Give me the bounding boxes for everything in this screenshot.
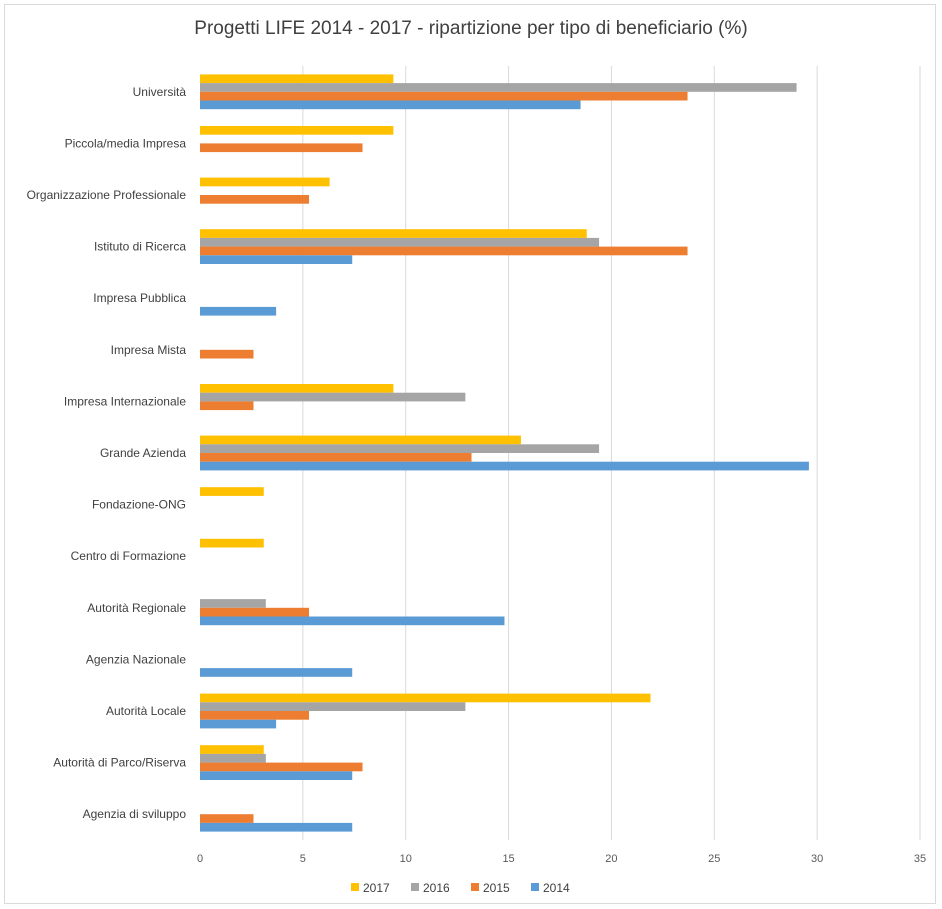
category-label: Fondazione-ONG [92,498,186,512]
bar-2015-impresa-mista [200,349,254,359]
category-label: Agenzia Nazionale [86,652,186,666]
x-tick-label: 15 [502,853,514,865]
bar-2016-grande-azienda [200,444,600,453]
x-axis-ticks: 0 5 10 15 20 25 30 35 [197,853,926,865]
chart-title: Progetti LIFE 2014 - 2017 - ripartizione… [194,18,748,39]
bar-2017-organizzazione-professionale [200,177,330,187]
category-label: Autorità Regionale [87,601,186,615]
bar-2016-autorita-regionale [200,599,266,608]
bar-2017-autorita-di-parco-riserva [200,745,264,754]
legend-swatch-2014 [531,883,539,891]
category-label: Impresa Mista [111,343,187,357]
bar-2015-autorita-di-parco-riserva [200,762,363,772]
bar-2017-autorita-locale [200,693,651,703]
category-label: Università [133,85,187,99]
bar-2014-autorita-locale [200,719,277,729]
bar-2015-agenzia-di-sviluppo [200,814,254,823]
bar-2016-impresa-internazionale [200,392,466,402]
bar-2017-istituto-di-ricerca [200,229,587,238]
bar-2017-fondazione-ong [200,487,264,496]
bar-2014-grande-azienda [200,461,809,471]
legend-label-2014: 2014 [543,881,570,895]
category-label: Agenzia di sviluppo [83,807,187,821]
bar-2017-piccola-media-impresa [200,126,394,135]
category-label: Piccola/media Impresa [65,136,187,150]
bar-2014-agenzia-nazionale [200,668,353,677]
x-tick-label: 20 [605,853,617,865]
bar-2016-istituto-di-ricerca [200,237,600,247]
category-labels: Università Piccola/media Impresa Organizza… [27,85,187,821]
category-label: Organizzazione Professionale [27,188,187,202]
bar-2014-istituto-di-ricerca [200,255,353,264]
bars [200,74,809,832]
bar-2014-autorita-regionale [200,616,505,626]
category-label: Istituto di Ricerca [94,240,186,254]
legend-swatch-2015 [471,883,479,891]
bar-2015-impresa-internazionale [200,401,254,411]
category-label: Centro di Formazione [71,549,187,563]
x-tick-label: 35 [914,853,926,865]
bar-2016-universita [200,83,797,92]
bar-2017-universita [200,74,394,84]
category-label: Autorità Locale [106,704,186,718]
legend-label-2017: 2017 [363,881,390,895]
bar-2017-centro-di-formazione [200,538,264,548]
category-label: Grande Azienda [100,446,186,460]
category-label: Autorità di Parco/Riserva [53,756,186,770]
bar-2015-autorita-locale [200,711,310,720]
bar-2015-autorita-regionale [200,607,310,617]
bar-2015-grande-azienda [200,453,472,462]
x-tick-label: 30 [811,853,823,865]
bar-2015-piccola-media-impresa [200,143,363,153]
bar-2014-autorita-di-parco-riserva [200,771,353,780]
bar-2015-istituto-di-ricerca [200,246,688,256]
legend-swatch-2016 [411,883,419,891]
bar-2015-universita [200,91,688,101]
x-tick-label: 25 [708,853,720,865]
bar-2015-organizzazione-professionale [200,195,310,204]
category-label: Impresa Pubblica [93,291,186,305]
x-tick-label: 10 [400,853,412,865]
x-tick-label: 5 [300,853,306,865]
legend: 2017 2016 2015 2014 [351,881,570,895]
legend-label-2015: 2015 [483,881,510,895]
bar-2017-grande-azienda [200,435,521,445]
x-tick-label: 0 [197,853,203,865]
bar-2014-impresa-pubblica [200,306,277,316]
legend-swatch-2017 [351,883,359,891]
bar-2014-universita [200,100,581,110]
bar-2014-agenzia-di-sviluppo [200,822,353,832]
bar-2017-impresa-internazionale [200,384,394,393]
bar-2016-autorita-locale [200,702,466,711]
category-label: Impresa Internazionale [64,394,186,408]
legend-label-2016: 2016 [423,881,450,895]
bar-2016-autorita-di-parco-riserva [200,753,266,763]
